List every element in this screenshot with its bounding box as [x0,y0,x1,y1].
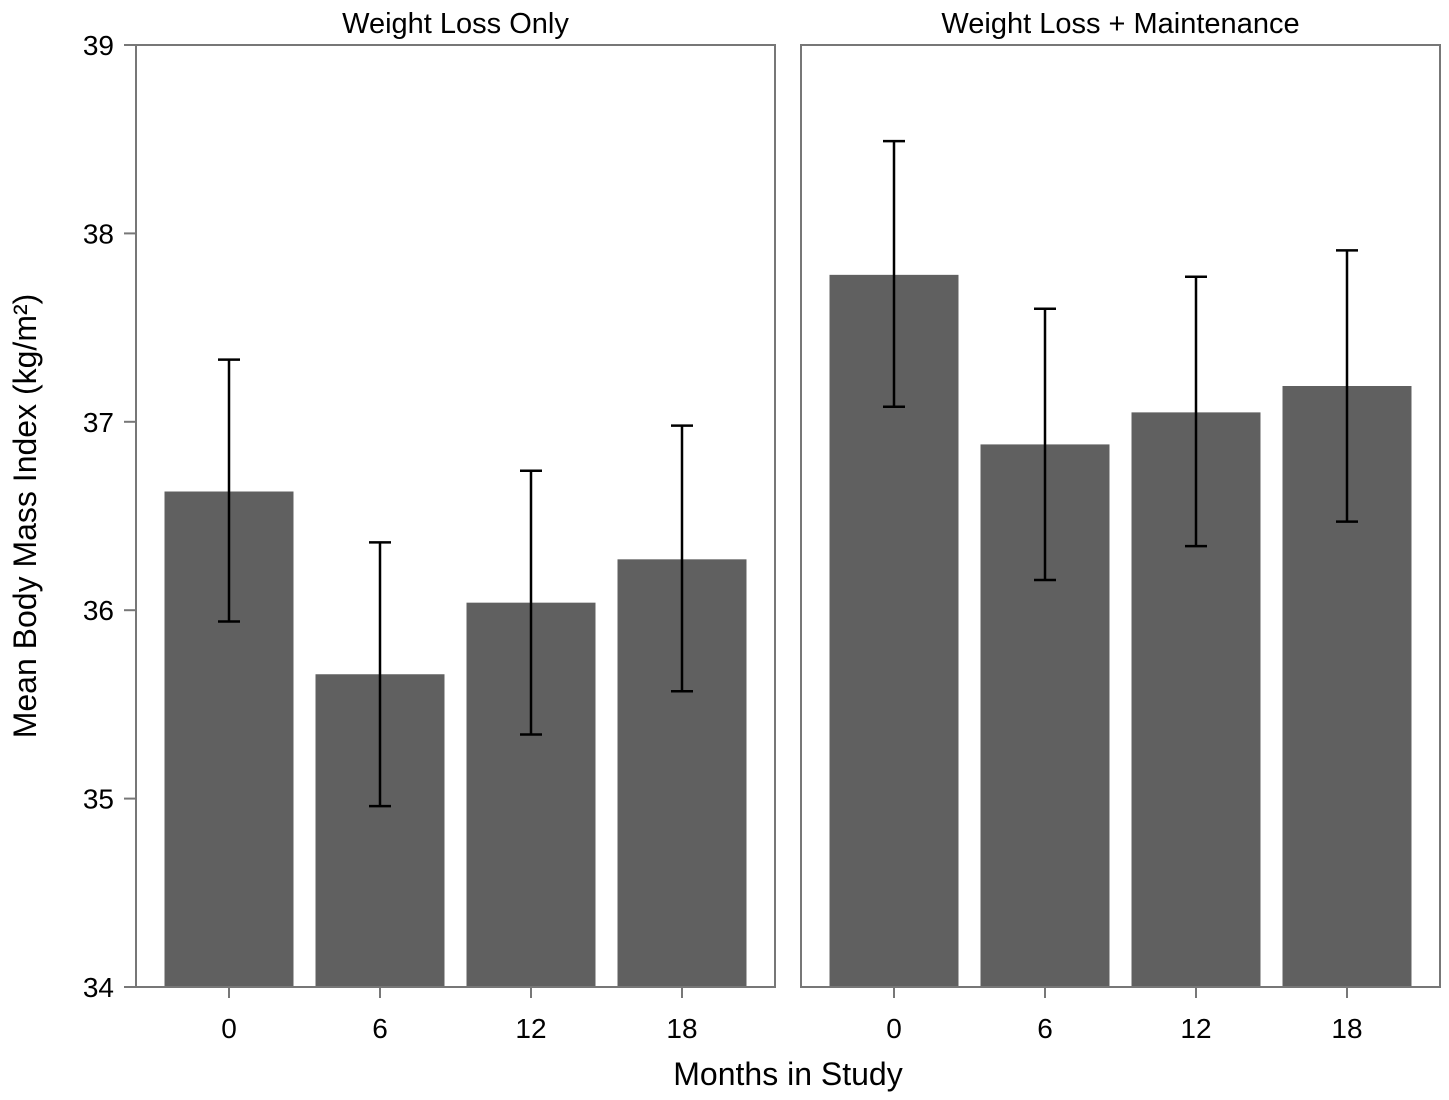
y-tick-label: 37 [83,407,114,438]
error-bar [1034,307,1056,582]
error-bar [218,358,240,623]
y-tick-label: 38 [83,218,114,249]
error-bar [671,424,693,693]
x-tick-label: 0 [221,1013,237,1044]
x-tick-label: 6 [1037,1013,1053,1044]
error-bar [883,139,905,408]
x-tick-label: 6 [372,1013,388,1044]
y-axis: 34 35 36 37 38 39 [83,30,136,1003]
x-tick-label: 0 [886,1013,902,1044]
y-tick-label: 34 [83,972,114,1003]
panel-title: Weight Loss + Maintenance [941,8,1299,40]
panel-2: Weight Loss + Maintenance 0 6 12 18 [800,8,1441,1044]
error-bar [1185,275,1207,548]
x-tick-label: 12 [515,1013,546,1044]
y-tick-label: 39 [83,30,114,61]
x-tick-label: 12 [1180,1013,1211,1044]
x-tick-label: 18 [666,1013,697,1044]
error-bar [520,469,542,736]
y-tick-label: 35 [83,784,114,815]
x-tick-label: 18 [1331,1013,1362,1044]
error-bar [369,541,391,808]
x-axis-label: Months in Study [673,1056,902,1092]
panel-title: Weight Loss Only [342,8,569,40]
panel-frame [800,44,1441,988]
y-axis-label: Mean Body Mass Index (kg/m²) [7,294,43,739]
panel-frame [135,44,776,988]
y-tick-label: 36 [83,595,114,626]
panel-1: Weight Loss Only 0 6 12 18 [135,8,776,1044]
error-bar [1336,249,1358,523]
